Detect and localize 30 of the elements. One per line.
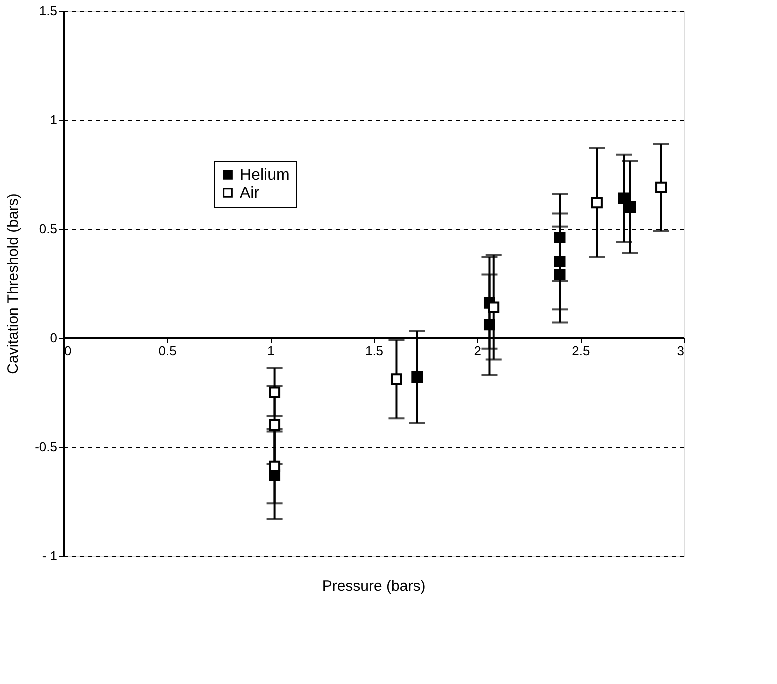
point [269, 419, 281, 431]
legend-label: Helium [240, 167, 290, 184]
y-tick-label: 1.5 [39, 4, 58, 18]
y-tick-label: 0 [50, 330, 58, 346]
point [488, 302, 500, 314]
point [591, 197, 603, 209]
x-tick-label: 1.5 [365, 344, 384, 358]
y-tick-label: - 1 [42, 548, 58, 564]
x-tick-label: 2.5 [572, 344, 590, 358]
point [390, 374, 402, 386]
legend-label: Air [240, 185, 260, 202]
point [618, 192, 630, 204]
y-axis-title: Cavitation Threshold (bars) [5, 194, 22, 374]
x-axis-title: Pressure (bars) [322, 578, 426, 595]
point [412, 371, 424, 383]
y-tick-label: -0.5 [35, 440, 58, 454]
point [624, 201, 636, 213]
point [554, 256, 566, 268]
point [269, 386, 281, 398]
point [484, 319, 496, 331]
x-tick-label: 1 [268, 344, 275, 358]
x-tick-label: 2 [474, 344, 482, 358]
point [554, 232, 566, 244]
point [554, 269, 566, 281]
y-tick-label: 1 [50, 112, 58, 128]
x-tick-label: 3 [677, 344, 684, 358]
x-tick-label: 0.5 [158, 344, 177, 358]
y-tick-label: 0.5 [39, 222, 58, 236]
point [656, 182, 668, 194]
point [269, 460, 281, 472]
